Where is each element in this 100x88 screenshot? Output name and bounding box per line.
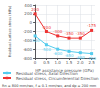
svg-text:1.5: 1.5 [66, 60, 73, 65]
svg-text:0: 0 [34, 60, 37, 65]
svg-text:-700: -700 [87, 56, 97, 61]
svg-text:-650: -650 [64, 53, 74, 58]
svg-text:-350: -350 [64, 31, 74, 36]
svg-text:-400: -400 [22, 37, 32, 43]
svg-text:Residual surface stress (MPa): Residual surface stress (MPa) [8, 5, 12, 57]
svg-text:Residual stress, Circumferenti: Residual stress, Circumferential Directi… [16, 76, 99, 81]
svg-text:0: 0 [29, 20, 32, 25]
svg-text:1.0: 1.0 [55, 60, 62, 65]
svg-text:-200: -200 [23, 29, 33, 34]
svg-text:-680: -680 [76, 55, 86, 60]
svg-text:400: 400 [24, 2, 32, 8]
svg-text:-300: -300 [53, 29, 63, 34]
svg-text:200: 200 [24, 11, 32, 16]
svg-text:-200: -200 [42, 25, 52, 30]
svg-text:Residual stress, Axial Directi: Residual stress, Axial Direction [16, 70, 78, 76]
svg-text:2.0: 2.0 [77, 60, 84, 65]
svg-text:0.5: 0.5 [43, 60, 50, 65]
svg-text:-600: -600 [23, 47, 33, 52]
svg-text:-350: -350 [76, 31, 86, 36]
svg-text:-300: -300 [31, 38, 41, 43]
svg-text:-600: -600 [53, 51, 63, 56]
svg-text:-800: -800 [23, 56, 33, 61]
svg-text:200: 200 [31, 7, 39, 12]
svg-text:-500: -500 [42, 47, 52, 52]
svg-text:2.5: 2.5 [88, 59, 95, 65]
svg-text:-175: -175 [87, 23, 97, 28]
svg-text:Rn = 800 mm/rev, f = 0.1 mm/re: Rn = 800 mm/rev, f = 0.1 mm/rev, and dp … [2, 84, 97, 88]
